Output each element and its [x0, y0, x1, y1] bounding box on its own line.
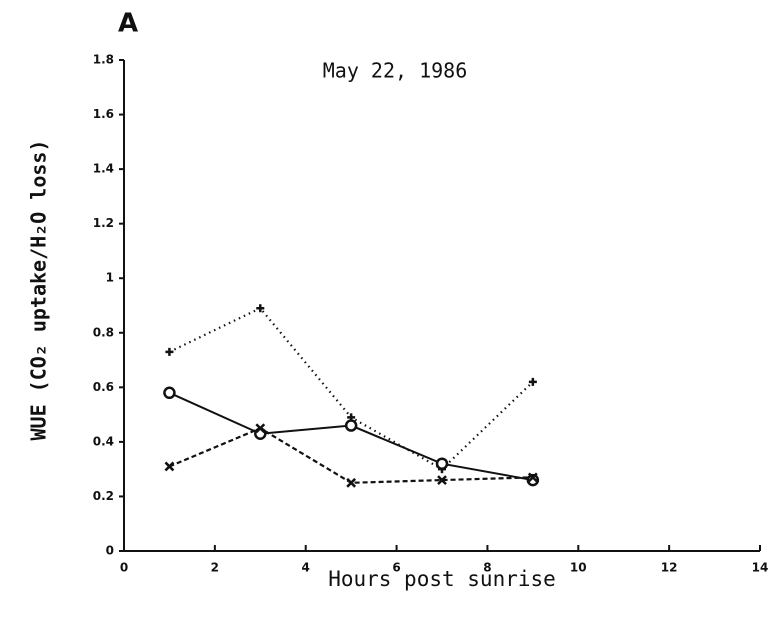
- y-tick-label: 1.4: [93, 162, 114, 176]
- series-line: [169, 391, 534, 482]
- marker: [528, 377, 537, 386]
- y-axis-label: WUE (CO₂ uptake/H₂O loss): [27, 139, 51, 440]
- y-tick-label: 0.6: [93, 380, 114, 394]
- series-line: [169, 427, 533, 484]
- series-line: [168, 306, 534, 471]
- marker: [163, 386, 176, 400]
- marker: [527, 472, 538, 483]
- x-tick-label: 14: [752, 561, 769, 575]
- x-tick-label: 8: [483, 561, 491, 575]
- y-tick-label: 1.2: [93, 216, 114, 230]
- y-tick-label: 0.8: [93, 325, 114, 339]
- marker: [256, 304, 265, 313]
- marker: [165, 347, 174, 356]
- annotation: May 22, 1986: [323, 59, 468, 83]
- y-tick-label: 0.4: [93, 434, 114, 448]
- marker: [346, 477, 357, 488]
- y-tick-label: 0.2: [93, 489, 114, 503]
- marker: [435, 457, 449, 470]
- x-tick-label: 12: [661, 561, 678, 575]
- y-tick-label: 1.6: [93, 107, 114, 121]
- marker: [526, 473, 540, 487]
- x-tick-label: 6: [392, 561, 400, 575]
- marker: [344, 419, 358, 432]
- panel-label: A: [118, 9, 138, 39]
- marker: [437, 475, 447, 485]
- marker: [164, 461, 175, 472]
- x-tick-label: 0: [120, 561, 128, 575]
- x-tick-label: 10: [570, 561, 587, 575]
- x-tick-label: 2: [211, 561, 219, 575]
- y-tick-label: 1.8: [93, 53, 114, 67]
- x-axis-label: Hours post sunrise: [328, 567, 556, 591]
- y-tick-label: 1: [106, 271, 114, 285]
- marker: [255, 423, 266, 434]
- x-tick-label: 4: [302, 561, 310, 575]
- y-tick-label: 0: [106, 544, 114, 558]
